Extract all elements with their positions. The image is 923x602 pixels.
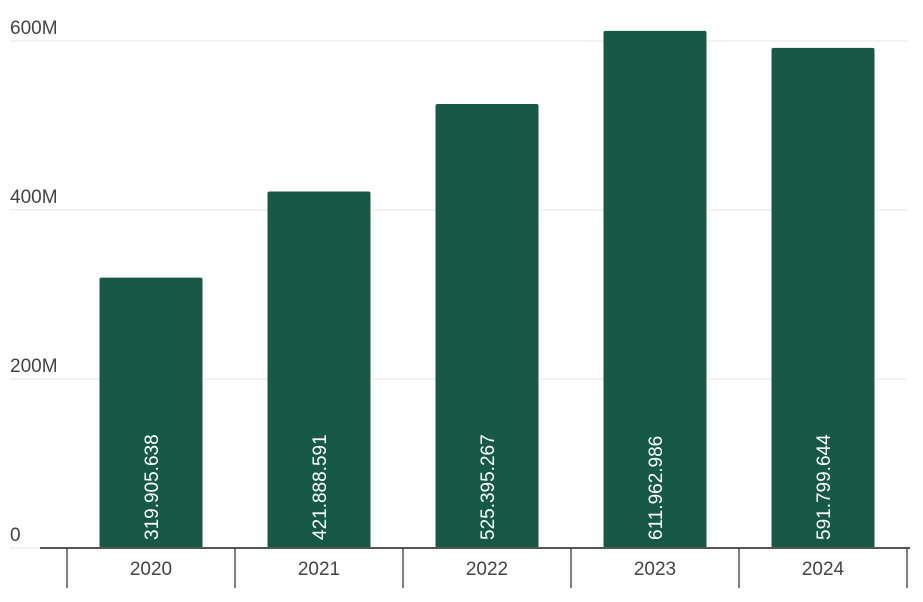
y-tick-label: 200M [10, 356, 58, 377]
x-tick-label: 2024 [802, 559, 845, 580]
bar [267, 191, 371, 548]
x-tick-label: 2023 [634, 559, 676, 580]
x-tick-label: 2020 [130, 559, 172, 580]
x-tick-label: 2022 [466, 559, 508, 580]
bar [99, 277, 203, 548]
value-label: 525.395.267 [478, 434, 499, 540]
y-tick-label: 400M [10, 187, 58, 208]
value-label: 421.888.591 [310, 434, 331, 540]
y-tick-label: 0 [10, 525, 21, 546]
bar [771, 47, 875, 549]
value-label: 611.962.986 [646, 436, 667, 540]
value-label: 591.799.644 [814, 434, 835, 540]
bar [603, 30, 707, 548]
y-tick-label: 600M [10, 18, 58, 39]
x-tick-label: 2021 [298, 559, 340, 580]
value-label: 319.905.638 [142, 434, 163, 540]
bar [435, 104, 539, 548]
